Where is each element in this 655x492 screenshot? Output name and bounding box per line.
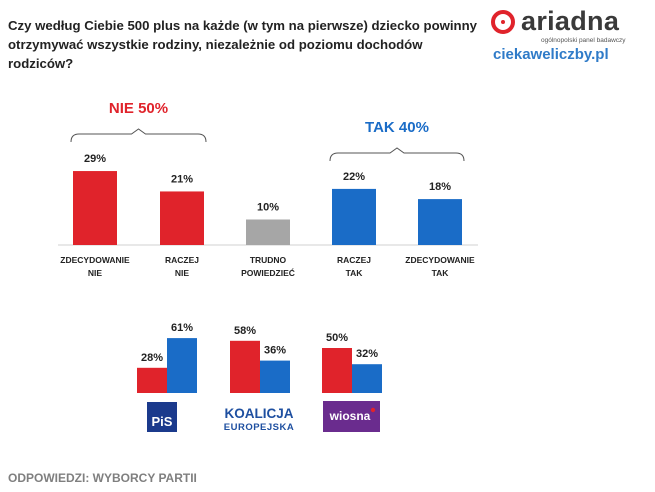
category-label-0-0: ZDECYDOWANIE — [60, 255, 130, 265]
party-bar-1-1 — [260, 360, 290, 393]
value-label-1: 21% — [171, 173, 193, 185]
party-value-label-2-0: 50% — [326, 332, 348, 344]
group-bracket-1 — [329, 147, 465, 162]
pis-logo-text: PiS — [152, 414, 173, 429]
party-bar-2-1 — [352, 364, 382, 393]
group-label-0: NIE 50% — [109, 100, 168, 117]
bar-2 — [246, 219, 290, 245]
party-bar-2-0 — [322, 348, 352, 393]
value-label-0: 29% — [84, 153, 106, 165]
party-value-label-1-0: 58% — [234, 325, 256, 337]
value-label-3: 22% — [343, 171, 365, 183]
category-label-0-1: NIE — [88, 268, 103, 278]
ariadna-ring-icon — [491, 10, 515, 34]
value-label-2: 10% — [257, 202, 279, 214]
bar-1 — [160, 191, 204, 245]
ariadna-logo: ariadna — [489, 6, 639, 38]
category-label-2-1: POWIEDZIEĆ — [241, 267, 295, 278]
wiosna-logo — [323, 401, 380, 432]
category-label-1-1: NIE — [175, 268, 190, 278]
main-bar-chart: 29% ZDECYDOWANIE NIE 21% RACZEJ NIE 10% TRUDNO P… — [58, 100, 478, 278]
value-label-4: 18% — [429, 181, 451, 193]
koalicja-logo-line1: KOALICJA — [224, 406, 293, 421]
bar-0 — [73, 171, 117, 245]
category-label-2-0: TRUDNO — [250, 255, 287, 265]
group-bracket-0 — [70, 128, 207, 143]
party-bar-0-0 — [137, 367, 167, 393]
footer-note: ODPOWIEDZI: WYBORCY PARTII — [8, 471, 197, 485]
category-label-4-0: ZDECYDOWANIE — [405, 255, 475, 265]
category-label-3-1: TAK — [346, 268, 364, 278]
pis-logo — [147, 402, 177, 432]
question-text: Czy według Ciebie 500 plus na każde (w t… — [8, 18, 478, 71]
category-label-4-1: TAK — [432, 268, 450, 278]
group-label-1: TAK 40% — [365, 119, 429, 136]
brand-site: ciekaweliczby.pl — [493, 46, 609, 63]
party-bar-1-0 — [230, 340, 260, 393]
party-value-label-0-0: 28% — [141, 352, 163, 364]
bar-3 — [332, 188, 376, 245]
bar-4 — [418, 199, 462, 245]
category-label-1-0: RACZEJ — [165, 255, 199, 265]
party-value-label-2-1: 32% — [356, 348, 378, 360]
party-bar-0-1 — [167, 338, 197, 393]
brand-name: ariadna — [521, 6, 620, 36]
party-value-label-1-1: 36% — [264, 345, 286, 357]
party-value-label-0-1: 61% — [171, 322, 193, 334]
koalicja-logo-line2: EUROPEJSKA — [224, 422, 294, 433]
category-label-3-0: RACZEJ — [337, 255, 371, 265]
wiosna-dot-icon — [370, 407, 376, 413]
wiosna-logo-text: wiosna — [329, 409, 371, 423]
brand-tagline: ogólnopolski panel badawczy — [541, 37, 626, 44]
brand: ariadna ogólnopolski panel badawczy ciek… — [481, 6, 641, 66]
